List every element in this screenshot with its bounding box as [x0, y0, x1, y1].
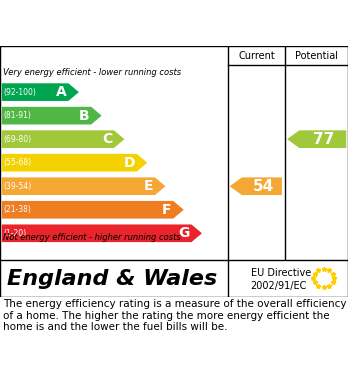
Polygon shape — [2, 83, 79, 101]
Text: C: C — [102, 132, 112, 146]
Text: (69-80): (69-80) — [3, 135, 32, 143]
Text: (55-68): (55-68) — [3, 158, 32, 167]
Polygon shape — [2, 107, 102, 124]
Text: Current: Current — [238, 51, 275, 61]
Polygon shape — [230, 178, 282, 195]
Polygon shape — [2, 201, 184, 219]
Polygon shape — [2, 130, 125, 148]
Text: England & Wales: England & Wales — [7, 269, 217, 289]
Text: B: B — [79, 109, 89, 123]
Text: (39-54): (39-54) — [3, 182, 32, 191]
Text: Potential: Potential — [295, 51, 338, 61]
Text: F: F — [162, 203, 172, 217]
Text: Not energy efficient - higher running costs: Not energy efficient - higher running co… — [3, 233, 181, 242]
Text: The energy efficiency rating is a measure of the overall efficiency of a home. T: The energy efficiency rating is a measur… — [3, 299, 347, 332]
Polygon shape — [287, 130, 346, 148]
Text: G: G — [179, 226, 190, 240]
Text: A: A — [56, 85, 66, 99]
Text: (92-100): (92-100) — [3, 88, 36, 97]
Text: (81-91): (81-91) — [3, 111, 31, 120]
Text: EU Directive: EU Directive — [251, 268, 311, 278]
Text: (1-20): (1-20) — [3, 229, 26, 238]
Text: E: E — [144, 179, 153, 193]
Text: Very energy efficient - lower running costs: Very energy efficient - lower running co… — [3, 68, 182, 77]
Text: 77: 77 — [313, 132, 334, 147]
Polygon shape — [2, 178, 165, 195]
Text: D: D — [124, 156, 135, 170]
Polygon shape — [2, 224, 202, 242]
Text: 2002/91/EC: 2002/91/EC — [251, 281, 307, 291]
Text: 54: 54 — [253, 179, 274, 194]
Text: (21-38): (21-38) — [3, 205, 31, 214]
Polygon shape — [2, 154, 147, 172]
Text: Energy Efficiency Rating: Energy Efficiency Rating — [40, 14, 308, 32]
